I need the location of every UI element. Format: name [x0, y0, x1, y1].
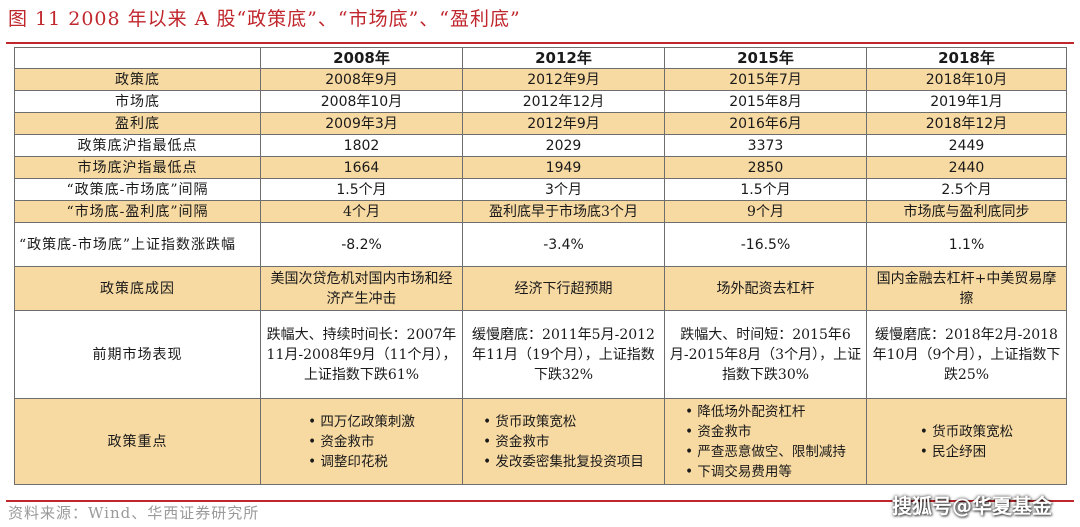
cell-2008: 2008年9月 — [260, 68, 463, 91]
bullet-item: • 资金救市 — [483, 433, 550, 450]
bullet-item: • 发改委密集批复投资项目 — [483, 453, 644, 470]
cell-2015: 2850 — [664, 156, 867, 179]
cell-2015: 3373 — [664, 134, 867, 157]
cell-2008: 4个月 — [260, 200, 463, 223]
bullet-list: • 四万亿政策刺激 • 资金救市 • 调整印花税 — [308, 412, 415, 472]
bullet-list: • 货币政策宽松 • 资金救市 • 发改委密集批复投资项目 — [483, 412, 644, 472]
row-label: “政策底-市场底”间隔 — [14, 178, 261, 201]
bullet-item: • 资金救市 — [685, 423, 752, 440]
row-policy-cause: 政策底成因 美国次贷危机对国内市场和经济产生冲击 经济下行超预期 场外配资去杠杆… — [14, 266, 1067, 311]
row-label: 政策底成因 — [14, 266, 261, 311]
cell-2015: 9个月 — [664, 200, 867, 223]
cell-2018: 缓慢磨底：2018年2月-2018年10月（9个月），上证指数下跌25% — [866, 310, 1067, 399]
row-label: “市场底-盈利底”间隔 — [14, 200, 261, 223]
source-note: 资料来源：Wind、华西证券研究所 — [8, 504, 260, 522]
bullet-item: • 民企纾困 — [919, 443, 987, 460]
header-2012: 2012年 — [462, 47, 665, 69]
cell-2012: 经济下行超预期 — [462, 266, 665, 311]
cell-2008: 2009年3月 — [260, 112, 463, 135]
cell-2018: 2440 — [866, 156, 1067, 179]
bullet-item: • 货币政策宽松 — [483, 413, 577, 430]
header-2015: 2015年 — [664, 47, 867, 69]
row-label: 政策底 — [14, 68, 261, 91]
bullet-item: • 严查恶意做空、限制减持 — [685, 443, 846, 460]
header-2008: 2008年 — [260, 47, 463, 69]
cell-2012: 2012年9月 — [462, 68, 665, 91]
cell-2015: 场外配资去杠杆 — [664, 266, 867, 311]
cell-2015: 2015年7月 — [664, 68, 867, 91]
header-blank — [14, 47, 261, 69]
bullet-item: • 下调交易费用等 — [685, 463, 792, 480]
cell-2018: 2019年1月 — [866, 90, 1067, 113]
cell-2012: 1949 — [462, 156, 665, 179]
header-row: 2008年 2012年 2015年 2018年 — [14, 47, 1067, 69]
row-policy-bottom-low: 政策底沪指最低点 1802 2029 3373 2449 — [14, 134, 1067, 157]
cell-2012: 2012年12月 — [462, 90, 665, 113]
cell-2008: 跌幅大、持续时间长：2007年11月-2008年9月（11个月），上证指数下跌6… — [260, 310, 463, 399]
row-label: 市场底 — [14, 90, 261, 113]
cell-2015: 2016年6月 — [664, 112, 867, 135]
cell-2008: 美国次贷危机对国内市场和经济产生冲击 — [260, 266, 463, 311]
cell-2012: 缓慢磨底：2011年5月-2012年11月（19个月），上证指数下跌32% — [462, 310, 665, 399]
bullet-item: • 资金救市 — [308, 433, 375, 450]
bullet-list: • 货币政策宽松 • 民企纾困 — [920, 422, 1013, 462]
figure-title: 图 11 2008 年以来 A 股“政策底”、“市场底”、“盈利底” — [8, 8, 521, 30]
cell-2018: 2018年10月 — [866, 68, 1067, 91]
cell-2008: 1664 — [260, 156, 463, 179]
cell-2018: 市场底与盈利底同步 — [866, 200, 1067, 223]
cell-2015: 2015年8月 — [664, 90, 867, 113]
row-market-earnings-interval: “市场底-盈利底”间隔 4个月 盈利底早于市场底3个月 9个月 市场底与盈利底同… — [14, 200, 1067, 223]
row-label: 政策重点 — [14, 398, 261, 485]
row-policy-bottom: 政策底 2008年9月 2012年9月 2015年7月 2018年10月 — [14, 68, 1067, 91]
cell-2018: 2.5个月 — [866, 178, 1067, 201]
cell-2008: -8.2% — [260, 222, 463, 267]
cell-2012: 2012年9月 — [462, 112, 665, 135]
header-2018: 2018年 — [866, 47, 1067, 69]
cell-2018: 2018年12月 — [866, 112, 1067, 135]
cell-2008: 1802 — [260, 134, 463, 157]
cell-2008: 1.5个月 — [260, 178, 463, 201]
row-label: 盈利底 — [14, 112, 261, 135]
policy-market-earnings-bottom-table: 2008年 2012年 2015年 2018年 政策底 2008年9月 2012… — [14, 47, 1067, 485]
cell-2012: -3.4% — [462, 222, 665, 267]
row-market-bottom-low: 市场底沪指最低点 1664 1949 2850 2440 — [14, 156, 1067, 179]
cell-2012: • 货币政策宽松 • 资金救市 • 发改委密集批复投资项目 — [462, 398, 665, 485]
row-policy-focus: 政策重点 • 四万亿政策刺激 • 资金救市 • 调整印花税 • 货币政策宽松 •… — [14, 398, 1067, 485]
cell-2015: 1.5个月 — [664, 178, 867, 201]
cell-2008: • 四万亿政策刺激 • 资金救市 • 调整印花税 — [260, 398, 463, 485]
cell-2015: 跌幅大、时间短：2015年6月-2015年8月（3个月），上证指数下跌30% — [664, 310, 867, 399]
row-market-bottom: 市场底 2008年10月 2012年12月 2015年8月 2019年1月 — [14, 90, 1067, 113]
row-label: “政策底-市场底”上证指数涨跌幅 — [14, 222, 261, 267]
bullet-item: • 降低场外配资杠杆 — [685, 403, 806, 420]
row-label: 市场底沪指最低点 — [14, 156, 261, 179]
cell-2018: • 货币政策宽松 • 民企纾困 — [866, 398, 1067, 485]
row-prior-performance: 前期市场表现 跌幅大、持续时间长：2007年11月-2008年9月（11个月），… — [14, 310, 1067, 399]
cell-2018: 2449 — [866, 134, 1067, 157]
bullet-item: • 四万亿政策刺激 — [308, 413, 415, 430]
row-policy-market-interval: “政策底-市场底”间隔 1.5个月 3个月 1.5个月 2.5个月 — [14, 178, 1067, 201]
cell-2012: 2029 — [462, 134, 665, 157]
cell-2015: -16.5% — [664, 222, 867, 267]
row-index-change: “政策底-市场底”上证指数涨跌幅 -8.2% -3.4% -16.5% 1.1% — [14, 222, 1067, 267]
source-rule — [6, 500, 1074, 502]
cell-2018: 1.1% — [866, 222, 1067, 267]
cell-2012: 盈利底早于市场底3个月 — [462, 200, 665, 223]
watermark-text: 搜狐号@华夏基金 — [892, 494, 1052, 518]
title-rule — [6, 42, 1074, 44]
row-label: 前期市场表现 — [14, 310, 261, 399]
row-earnings-bottom: 盈利底 2009年3月 2012年9月 2016年6月 2018年12月 — [14, 112, 1067, 135]
row-label: 政策底沪指最低点 — [14, 134, 261, 157]
cell-2008: 2008年10月 — [260, 90, 463, 113]
cell-2018: 国内金融去杠杆+中美贸易摩擦 — [866, 266, 1067, 311]
cell-2015: • 降低场外配资杠杆 • 资金救市 • 严查恶意做空、限制减持 • 下调交易费用… — [664, 398, 867, 485]
bullet-item: • 货币政策宽松 — [919, 423, 1014, 440]
bullet-item: • 调整印花税 — [308, 453, 388, 470]
cell-2012: 3个月 — [462, 178, 665, 201]
bullet-list: • 降低场外配资杠杆 • 资金救市 • 严查恶意做空、限制减持 • 下调交易费用… — [685, 402, 846, 482]
